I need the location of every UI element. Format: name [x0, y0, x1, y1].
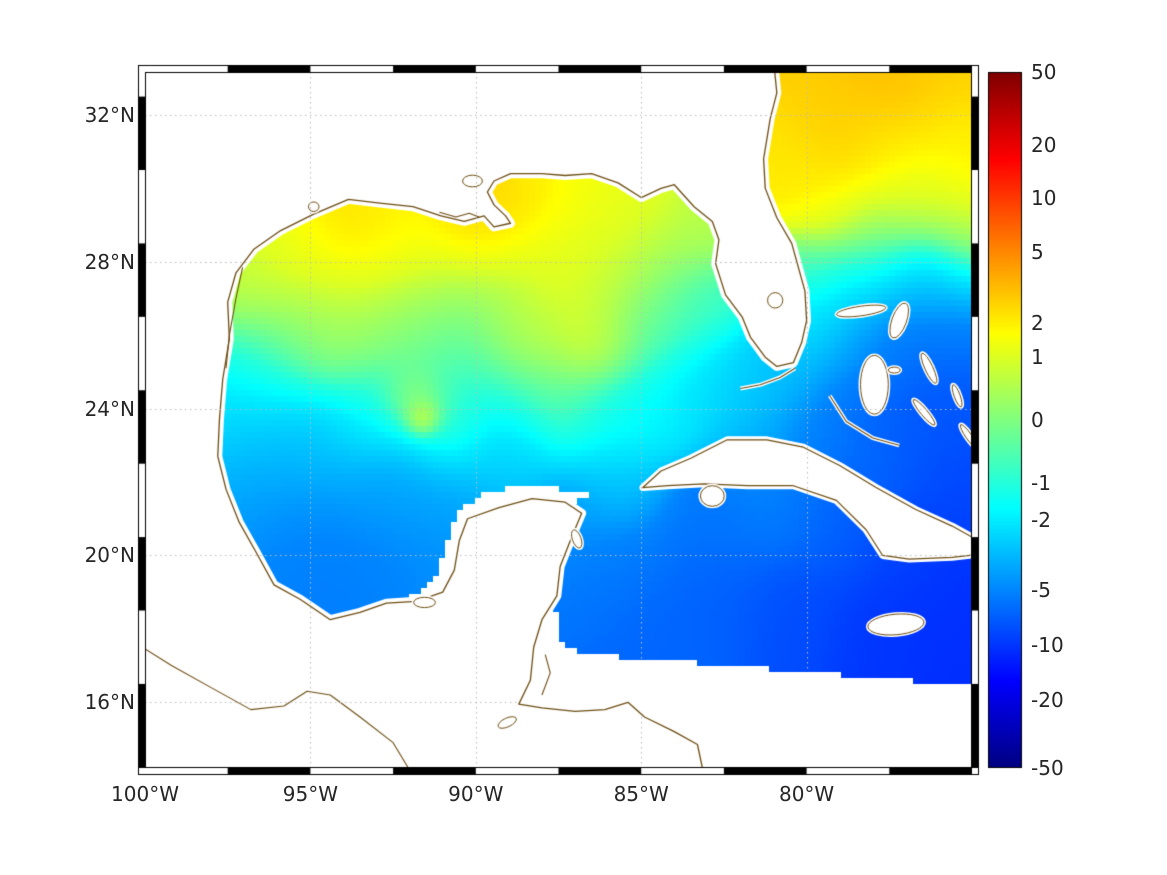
y-axis-tick-label: 28°N — [84, 249, 135, 274]
x-axis-tick-label: 95°W — [282, 782, 338, 806]
y-axis-tick-label: 20°N — [84, 543, 135, 568]
y-axis-tick-label: 24°N — [84, 396, 135, 421]
colorbar-tick-label: 0 — [1031, 408, 1044, 432]
x-axis-tick-label: 90°W — [448, 782, 504, 806]
colorbar-tick-label: -50 — [1031, 756, 1064, 780]
colorbar-tick-label: 20 — [1031, 133, 1057, 158]
colorbar-tick-label: 50 — [1031, 60, 1057, 84]
colorbar-tick-label: -1 — [1031, 471, 1051, 496]
colorbar-tick-label: 10 — [1031, 185, 1057, 210]
colorbar-tick-label: -20 — [1031, 687, 1064, 712]
colorbar-tick-label: -2 — [1031, 508, 1051, 533]
x-axis-tick-label: 100°W — [111, 782, 179, 806]
x-axis-tick-label: 85°W — [613, 782, 669, 806]
colorbar-tick-label: 2 — [1031, 311, 1044, 336]
x-axis-tick-label: 80°W — [778, 782, 835, 806]
colorbar-tick-label: 5 — [1031, 240, 1044, 265]
y-axis-tick-label: 32°N — [84, 102, 135, 127]
colorbar-tick-label: -10 — [1031, 632, 1064, 657]
colorbar-tick-label: 1 — [1031, 345, 1044, 370]
colorbar-tick-label: -5 — [1031, 577, 1051, 602]
y-axis-tick-label: 16°N — [84, 690, 135, 715]
